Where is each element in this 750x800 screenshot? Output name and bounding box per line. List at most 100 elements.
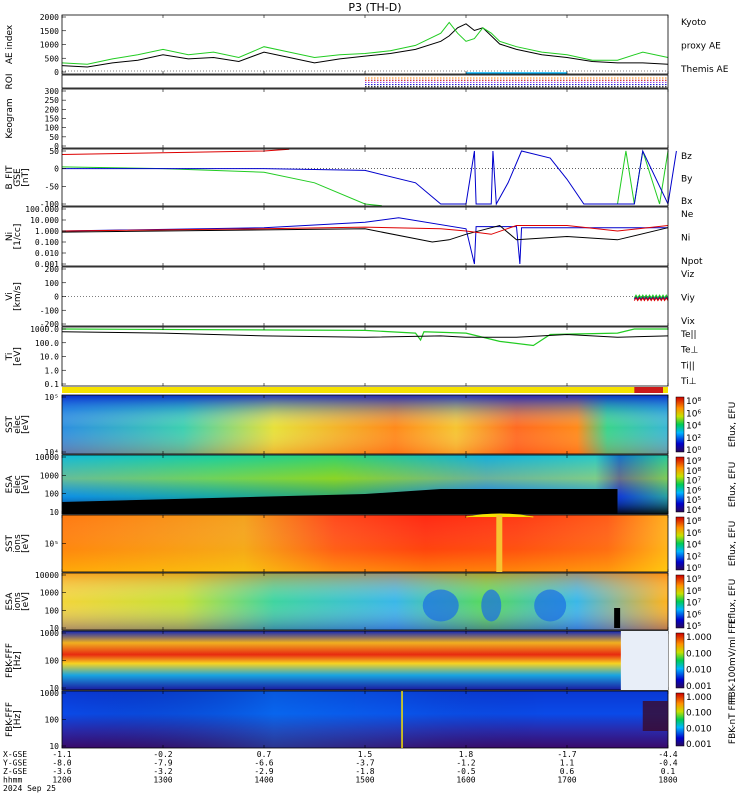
- ylabel-esa_i-1: ions: [13, 592, 23, 611]
- ti-tepar: [61, 331, 669, 338]
- xaxis-y-gse-6: -0.4: [658, 759, 677, 768]
- vi-series-0: [633, 295, 669, 301]
- ytick-label-fbk_fff-2: 10: [49, 684, 59, 693]
- xaxis-z-gse-5: 0.6: [560, 767, 575, 776]
- ylabel-vi-1: [km/s]: [13, 282, 23, 311]
- ylabel-fbk_fff2-1: [Hz]: [13, 710, 23, 729]
- xaxis-hhmm-6: 1800: [658, 776, 677, 785]
- ytick-label-ni-4: 0.010: [35, 249, 59, 258]
- colorbar-fbk_fff2: [675, 692, 685, 747]
- ni-npot: [61, 217, 668, 265]
- ylabel-sst_e-0: SST: [5, 416, 15, 433]
- esa-ion-blob-2: [534, 589, 567, 622]
- ytick-label-esa_e-1: 1000: [40, 471, 59, 480]
- ylabel-esa_e-2: [eV]: [21, 475, 31, 494]
- ytick-label-vi-3: -100: [40, 306, 59, 315]
- ytick-label-bfit-1: 0: [54, 165, 59, 174]
- legend-ti-2: Ti||: [680, 361, 695, 371]
- ytick-label-vi-2: 0: [54, 293, 59, 302]
- ylabel-sst_e-1: elec: [13, 415, 23, 434]
- colorbar-label-sst_e: Eflux, EFU: [728, 402, 738, 448]
- ylabel-bfit-2: [nT]: [21, 168, 31, 186]
- xaxis-z-gse-3: -1.8: [355, 767, 374, 776]
- ni-ne: [61, 225, 669, 235]
- ytick-label-keogram-4: 100: [45, 124, 60, 133]
- panel-frame-ae: [61, 14, 669, 75]
- ytick-label-esa_i-0: 10000: [35, 571, 59, 580]
- colorbar-tick-esa_i-3: 10⁶: [686, 610, 701, 620]
- panel-frame-keogram: [61, 88, 669, 149]
- ytick-label-keogram-0: 300: [45, 87, 60, 96]
- xaxis-hhmm-1: 1300: [153, 776, 172, 785]
- esa-elec-floor: [62, 489, 618, 514]
- fbk-late-region: [620, 631, 668, 690]
- colorbar-tick-esa_i-1: 10⁸: [686, 587, 701, 597]
- ytick-label-ti-1: 100.0: [35, 339, 59, 348]
- spec-sst_i-layer-1: [62, 515, 668, 572]
- panel-frame-bfit: [61, 148, 669, 207]
- xaxis-hhmm-4: 1600: [456, 776, 475, 785]
- xaxis-z-gse-0: -3.6: [52, 767, 71, 776]
- xaxis-x-gse-1: -0.2: [153, 750, 172, 759]
- ylabel-keogram-0: Keogram: [5, 98, 15, 138]
- ytick-label-vi-0: 200: [45, 265, 60, 274]
- ytick-label-keogram-3: 150: [45, 115, 60, 124]
- ytick-label-esa_e-2: 100: [45, 490, 60, 499]
- ylabel-fbk_fff-1: [Hz]: [13, 651, 23, 670]
- ytick-label-fbk_fff2-1: 100: [45, 716, 60, 725]
- legend-ti-1: Te⊥: [680, 346, 699, 356]
- colorbar-tick-sst_i-0: 10⁸: [686, 517, 701, 527]
- panel-frame-ni: [61, 206, 669, 267]
- xaxis-hhmm-5: 1700: [557, 776, 576, 785]
- colorbar-tick-fbk_fff-3: 0.001: [686, 682, 712, 692]
- ytick-label-keogram-2: 200: [45, 105, 60, 114]
- xaxis-row-label-0: X-GSE: [3, 750, 27, 759]
- colorbar-tick-esa_e-0: 10⁹: [686, 457, 701, 467]
- ytick-label-sst_e-1: 10⁴: [45, 448, 59, 457]
- xaxis-z-gse-6: 0.1: [661, 767, 676, 776]
- xaxis-row-label-2: Z-GSE: [3, 767, 27, 776]
- colorbar-tick-sst_i-1: 10⁶: [686, 529, 701, 539]
- xaxis-hhmm-2: 1400: [254, 776, 273, 785]
- xaxis-x-gse-6: -4.4: [658, 750, 677, 759]
- colorbar-tick-sst_i-4: 10⁰: [686, 564, 701, 574]
- xaxis-row-label-3: hhmm: [3, 776, 22, 785]
- esa-ion-blob-0: [422, 589, 459, 622]
- ylabel-bfit-1: GSE: [13, 168, 23, 187]
- colorbar-tick-fbk_fff2-1: 0.100: [686, 709, 712, 719]
- colorbar-label-esa_i: Eflux, EFU: [728, 579, 738, 625]
- xaxis-y-gse-5: 1.1: [560, 759, 575, 768]
- ylabel-sst_e-2: [eV]: [21, 415, 31, 434]
- ae-series-0: [61, 23, 669, 68]
- ytick-label-fbk_fff-0: 1000: [40, 629, 59, 638]
- xaxis-row-label-1: Y-GSE: [3, 759, 27, 768]
- bfit-bz: [61, 148, 290, 156]
- ylabel-sst_i-1: ions: [13, 534, 23, 553]
- xaxis-x-gse-2: 0.7: [257, 750, 272, 759]
- ytick-label-bfit-3: -100: [40, 200, 59, 209]
- colorbar-label-esa_e: Eflux, EFU: [728, 462, 738, 508]
- ytick-label-sst_i-0: 10⁵: [45, 540, 59, 549]
- ytick-label-esa_e-3: 10: [49, 508, 59, 517]
- ylabel-sst_i-0: SST: [5, 535, 15, 552]
- ylabel-ni-1: [1/cc]: [13, 224, 23, 250]
- colorbar-tick-esa_e-1: 10⁸: [686, 467, 701, 477]
- xaxis-y-gse-3: -3.7: [355, 759, 374, 768]
- colorbar-tick-fbk_fff2-0: 1.000: [686, 693, 712, 703]
- ylabel-ti-0: Ti: [5, 353, 15, 362]
- colorbar-esa_i: [675, 574, 685, 629]
- legend-ae-0: Kyoto: [681, 18, 707, 28]
- ylabel-ni-0: Ni: [5, 232, 15, 241]
- ytick-label-esa_i-3: 10: [49, 624, 59, 633]
- bfit-by-late: [617, 150, 669, 205]
- ylabel-vi-0: Vi: [5, 292, 15, 300]
- ylabel-esa_i-2: [eV]: [21, 592, 31, 611]
- xaxis-x-gse-3: 1.5: [358, 750, 373, 759]
- legend-ti-0: Te||: [680, 330, 697, 340]
- ytick-label-ti-0: 1000.0: [30, 325, 59, 334]
- colorbar-label-fbk_fff2: FBK-nT FFF: [728, 695, 738, 744]
- ytick-label-ni-3: 0.100: [35, 238, 59, 247]
- colorbar-tick-sst_e-3: 10²: [686, 434, 701, 444]
- panel-frame-roi: [61, 74, 669, 89]
- xaxis-z-gse-1: -3.2: [153, 767, 172, 776]
